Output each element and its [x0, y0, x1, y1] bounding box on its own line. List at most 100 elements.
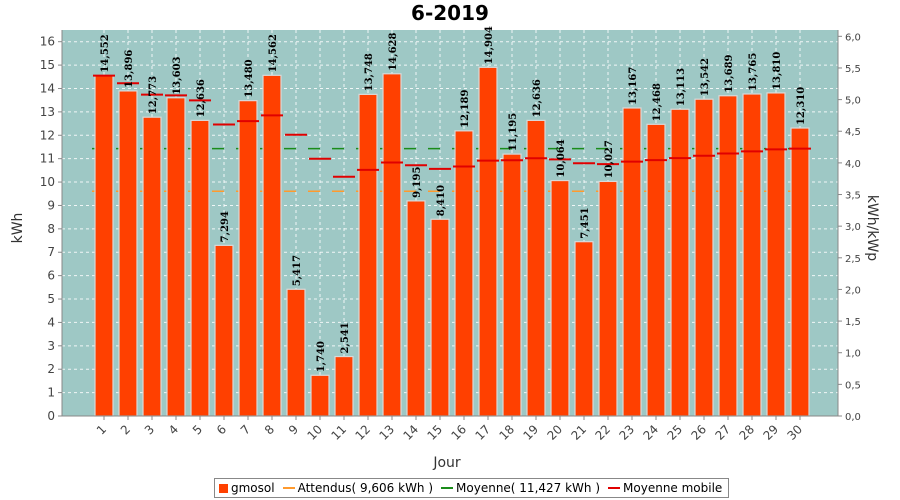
y2-tick-label: 6,0: [845, 32, 861, 43]
data-label: 2,541: [340, 322, 351, 353]
data-label: 12,636: [532, 79, 543, 117]
plot-area: 14,552 13,89612,77313,60312,6367,29413,48…: [40, 26, 861, 443]
x-tick-label: 16: [448, 422, 469, 443]
bar: [358, 93, 378, 417]
legend: gmosol Attendus( 9,606 kWh ) Moyenne( 11…: [214, 478, 730, 498]
bar: [166, 97, 186, 417]
data-label: 5,417: [292, 255, 303, 286]
bar: [526, 119, 546, 417]
data-label: 9,195: [412, 167, 423, 198]
y-tick-label: 2: [47, 362, 55, 376]
x-tick-label: 22: [592, 422, 613, 443]
x-axis-title: Jour: [432, 455, 461, 471]
x-tick-label: 9: [286, 422, 301, 437]
data-label: 13,810: [772, 52, 783, 90]
x-tick-label: 15: [424, 422, 445, 443]
bar: [598, 180, 618, 417]
data-label: 13,896: [124, 50, 135, 88]
x-tick-label: 10: [304, 422, 325, 443]
data-label: 13,167: [628, 67, 639, 105]
x-tick-label: 19: [520, 422, 541, 443]
data-label: 12,310: [796, 87, 807, 125]
y-tick-label: 15: [40, 58, 55, 72]
data-label: 1,740: [316, 341, 327, 372]
data-label: 12,189: [460, 90, 471, 128]
bar: [670, 108, 690, 417]
y2-tick-label: 5,5: [845, 64, 861, 75]
data-label: 13,748: [364, 53, 375, 91]
bar: [382, 73, 402, 417]
bar: [238, 100, 258, 417]
y2-tick-label: 2,5: [845, 254, 861, 265]
data-label: 14,904: [484, 26, 495, 64]
y-tick-label: 0: [47, 409, 55, 423]
bar: [478, 66, 498, 417]
x-tick-label: 13: [376, 422, 397, 443]
bar: [214, 244, 234, 417]
bar: [694, 98, 714, 417]
bar: [622, 107, 642, 417]
x-tick-label: 27: [712, 422, 733, 443]
y-tick-label: 5: [47, 292, 55, 306]
y2-tick-label: 4,0: [845, 159, 861, 170]
y2-tick-label: 3,5: [845, 191, 861, 202]
y-tick-label: 13: [40, 105, 55, 119]
x-tick-label: 3: [142, 422, 157, 437]
data-label: 10,027: [604, 140, 615, 178]
bar: [310, 374, 330, 417]
y-tick-label: 7: [47, 245, 55, 259]
x-tick-label: 30: [784, 422, 805, 443]
x-tick-label: 29: [760, 422, 781, 443]
legend-swatch-attendus: [282, 487, 295, 489]
y-tick-label: 10: [40, 175, 55, 189]
data-label: 14,552: [100, 34, 111, 72]
bar: [454, 130, 474, 417]
x-tick-label: 14: [400, 422, 421, 443]
x-tick-label: 6: [214, 422, 229, 437]
bar: [574, 241, 594, 417]
bar: [142, 116, 162, 417]
x-tick-label: 23: [616, 422, 637, 443]
bar: [94, 74, 114, 417]
y-tick-label: 16: [40, 35, 55, 49]
bar: [286, 288, 306, 417]
x-tick-label: 17: [472, 422, 493, 443]
x-tick-label: 8: [262, 422, 277, 437]
legend-item-attendus: Attendus( 9,606 kWh ): [282, 481, 433, 495]
legend-swatch-moyenne-mobile: [608, 487, 621, 489]
legend-label-moyenne: Moyenne( 11,427 kWh ): [456, 481, 601, 495]
y2-tick-label: 1,0: [845, 349, 861, 360]
x-tick-label: 12: [352, 422, 373, 443]
data-label: 12,636: [196, 79, 207, 117]
data-label: 11,195: [508, 113, 519, 151]
bar: [190, 119, 210, 417]
legend-label-moyenne-mobile: Moyenne mobile: [623, 481, 723, 495]
y2-tick-label: 0,0: [845, 412, 861, 423]
y2-axis-title: kWh/kWp: [864, 195, 880, 261]
y-tick-label: 11: [40, 152, 55, 166]
bar: [550, 179, 570, 417]
bar: [334, 355, 354, 417]
y2-tick-label: 3,0: [845, 222, 861, 233]
bar: [766, 92, 786, 417]
x-tick-label: 2: [118, 422, 133, 437]
data-label: 13,480: [244, 59, 255, 97]
y-tick-label: 8: [47, 222, 55, 236]
bar: [262, 74, 282, 417]
x-tick-label: 20: [544, 422, 565, 443]
x-tick-label: 28: [736, 422, 757, 443]
y-tick-label: 6: [47, 269, 55, 283]
data-label: 7,294: [220, 211, 231, 242]
bar: [742, 93, 762, 417]
bar: [718, 95, 738, 417]
legend-swatch-gmosol: [219, 483, 228, 493]
bar: [406, 200, 426, 417]
chart-title: 6-2019: [411, 1, 489, 25]
data-label: 12,773: [148, 76, 159, 114]
legend-swatch-moyenne: [441, 487, 454, 489]
y-tick-label: 4: [47, 315, 55, 329]
legend-label-gmosol: gmosol: [231, 481, 275, 495]
x-tick-label: 26: [688, 422, 709, 443]
data-label: 13,689: [724, 54, 735, 92]
